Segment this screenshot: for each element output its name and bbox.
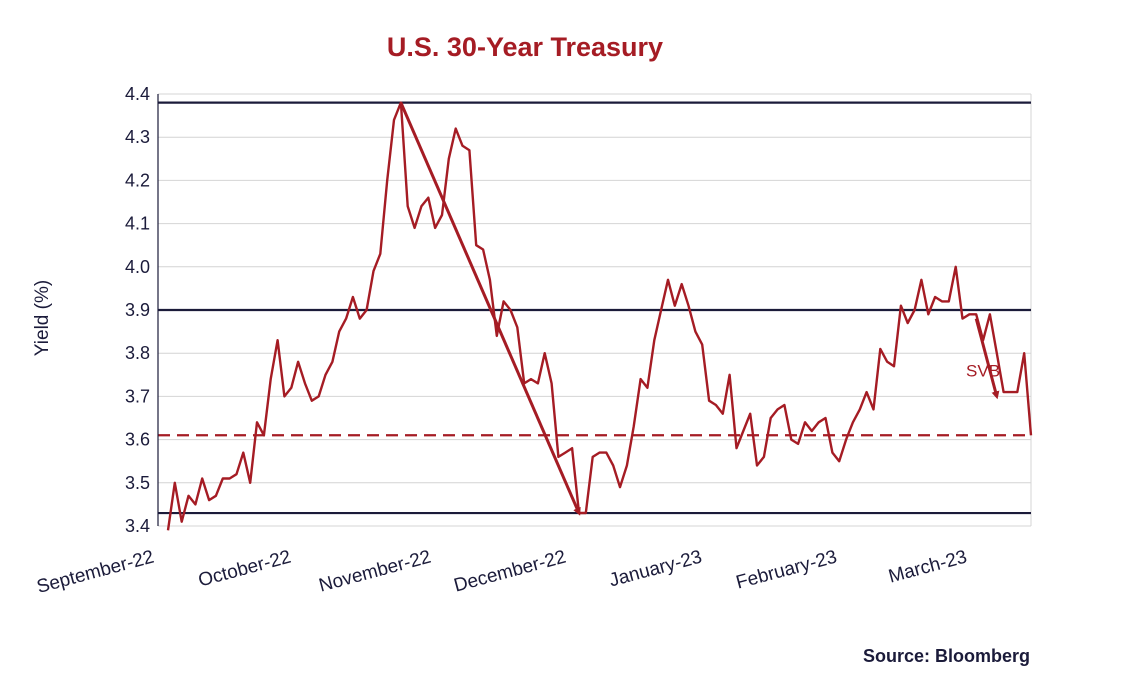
x-tick-labels: September-22 October-22 November-22 Decembe… bbox=[35, 547, 970, 598]
y-tick-label: 4.1 bbox=[125, 214, 150, 234]
y-tick-label: 3.9 bbox=[125, 300, 150, 320]
x-tick-label: September-22 bbox=[35, 547, 157, 598]
source-note: Source: Bloomberg bbox=[863, 646, 1030, 666]
y-tick-label: 4.3 bbox=[125, 127, 150, 147]
y-tick-label: 3.6 bbox=[125, 430, 150, 450]
x-tick-label: January-23 bbox=[607, 547, 704, 592]
y-tick-label: 3.8 bbox=[125, 343, 150, 363]
reference-lines bbox=[158, 101, 1031, 515]
y-tick-labels: 3.4 3.5 3.6 3.7 3.8 3.9 4.0 4.1 4.2 4.3 4.4 bbox=[125, 84, 150, 536]
y-tick-label: 4.2 bbox=[125, 170, 150, 190]
chart-title: U.S. 30-Year Treasury bbox=[387, 32, 663, 62]
y-tick-label: 3.4 bbox=[125, 516, 150, 536]
x-tick-label: November-22 bbox=[317, 547, 434, 597]
trend-arrow bbox=[974, 318, 1000, 400]
trend-arrow bbox=[399, 102, 581, 516]
y-tick-label: 4.0 bbox=[125, 257, 150, 277]
trend-arrows bbox=[399, 102, 1000, 516]
annotation-svb: SVB bbox=[966, 361, 1000, 380]
x-tick-label: October-22 bbox=[196, 547, 293, 592]
x-tick-label: December-22 bbox=[452, 547, 569, 597]
y-tick-label: 3.5 bbox=[125, 473, 150, 493]
series-line bbox=[166, 101, 1033, 531]
x-tick-label: March-23 bbox=[886, 547, 969, 588]
y-tick-label: 3.7 bbox=[125, 386, 150, 406]
x-tick-label: February-23 bbox=[734, 547, 839, 594]
y-tick-label: 4.4 bbox=[125, 84, 150, 104]
y-axis-label: Yield (%) bbox=[32, 280, 53, 356]
